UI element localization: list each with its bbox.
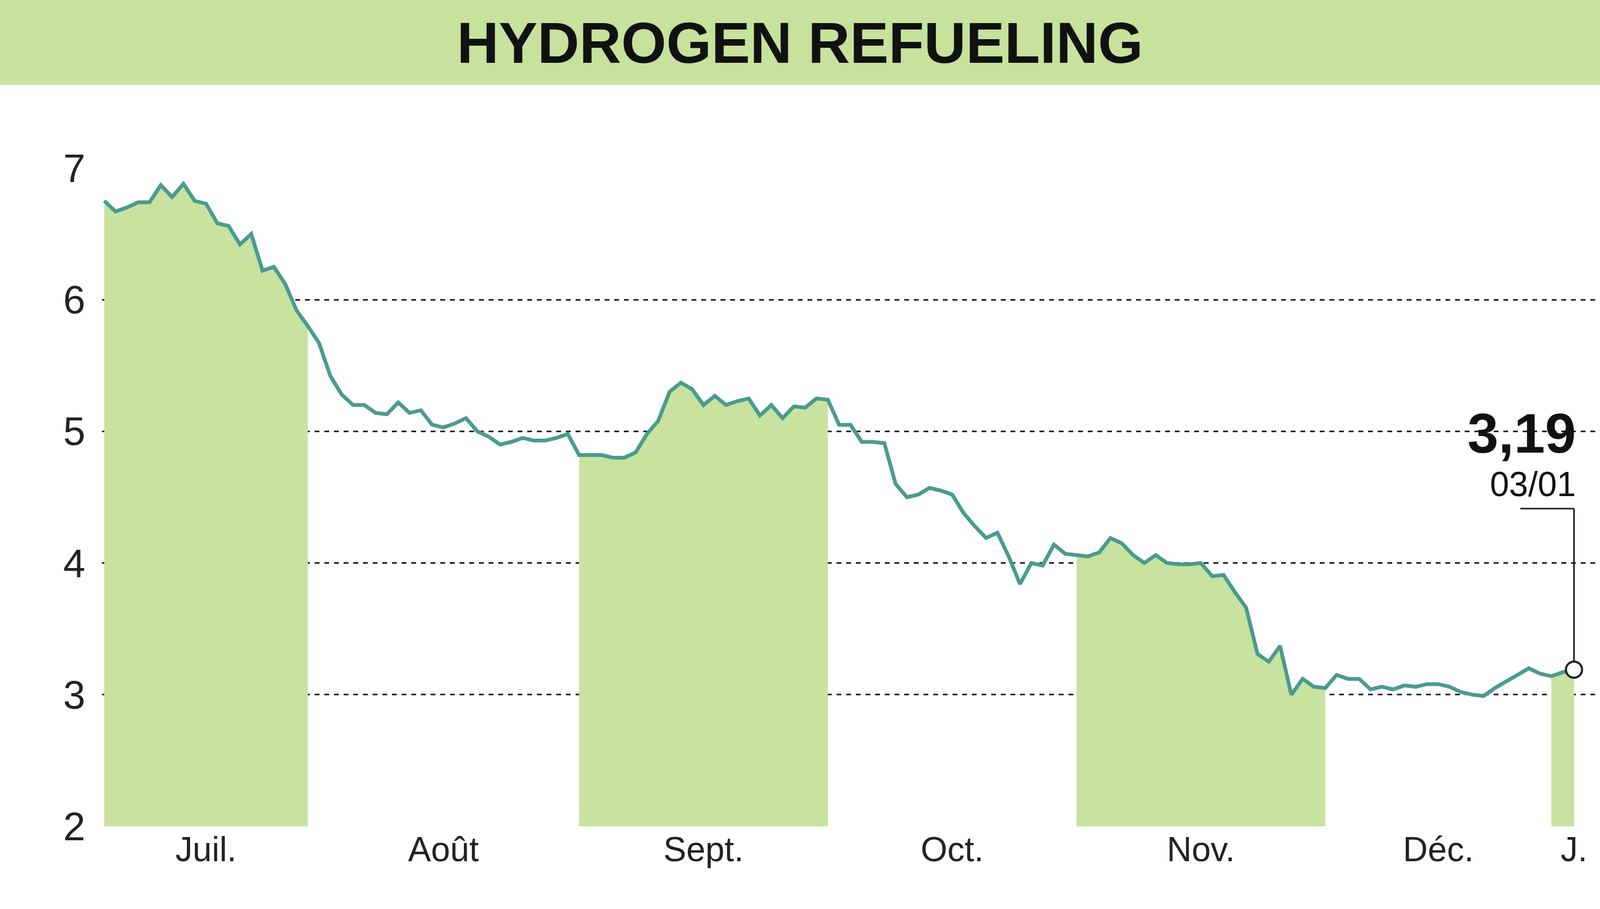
svg-text:J.: J.	[1560, 830, 1588, 869]
svg-text:3,19: 3,19	[1467, 402, 1576, 465]
svg-text:Sept.: Sept.	[663, 830, 744, 869]
svg-text:6: 6	[63, 277, 86, 323]
svg-text:4: 4	[63, 541, 86, 586]
svg-text:Juil.: Juil.	[175, 830, 237, 869]
svg-text:Oct.: Oct.	[920, 830, 984, 869]
svg-text:7: 7	[63, 146, 86, 191]
svg-text:HYDROGEN REFUELING: HYDROGEN REFUELING	[456, 10, 1144, 76]
svg-text:Août: Août	[408, 830, 479, 869]
svg-text:2: 2	[63, 804, 86, 849]
svg-text:3: 3	[63, 672, 86, 718]
svg-text:5: 5	[63, 409, 86, 454]
svg-text:Déc.: Déc.	[1402, 830, 1474, 869]
svg-text:03/01: 03/01	[1489, 464, 1576, 504]
svg-text:Nov.: Nov.	[1166, 830, 1235, 869]
